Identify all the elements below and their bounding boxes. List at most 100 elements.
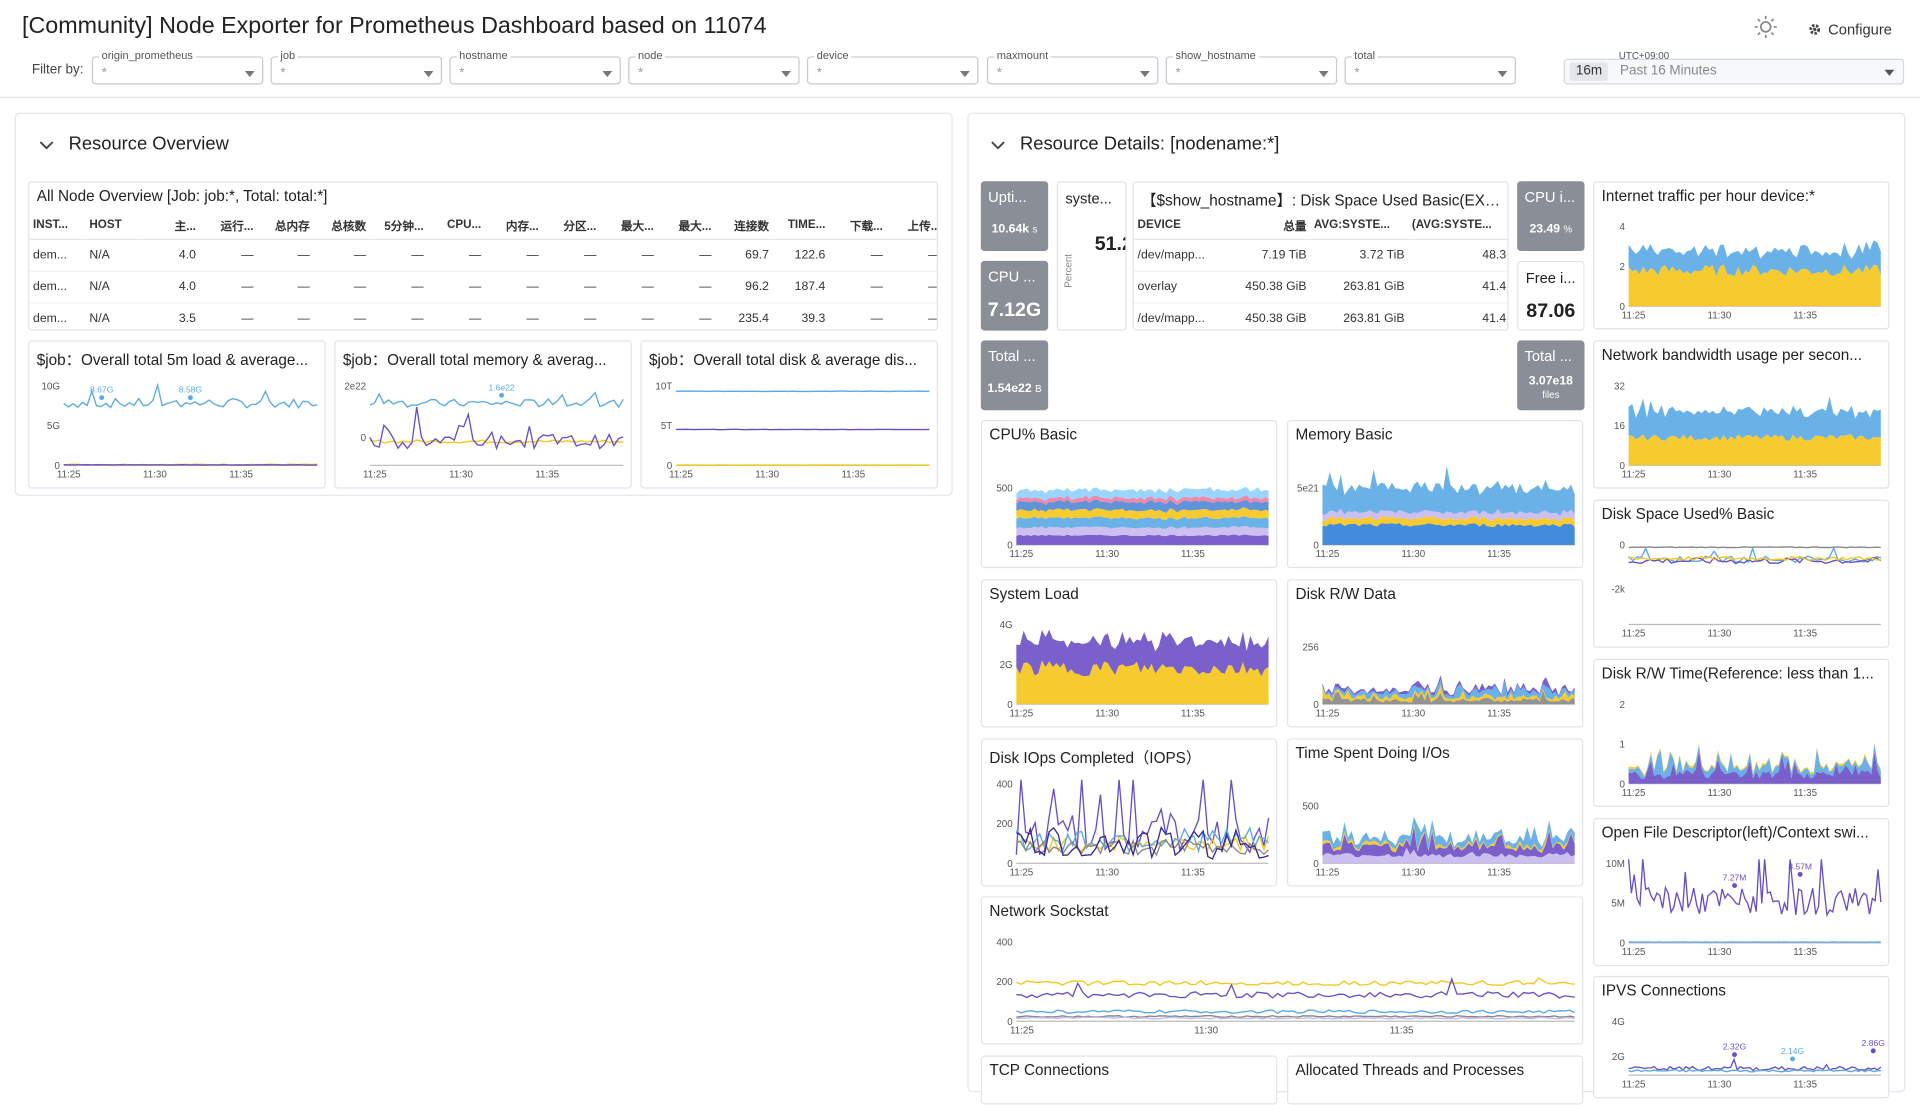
x-tick-label: 11:25 — [1316, 708, 1340, 719]
column-header[interactable]: 总核数 — [313, 212, 369, 239]
chevron-down-icon[interactable] — [38, 137, 55, 154]
column-header[interactable]: 运行... — [200, 212, 258, 239]
filter-label: hostname — [457, 49, 510, 61]
table-cell: 263.81 GiB — [1310, 302, 1408, 330]
time-zone-label: UTC+09:00 — [1619, 50, 1669, 61]
table-cell: 48.3 — [1408, 239, 1508, 271]
configure-button[interactable]: Configure — [1807, 17, 1892, 41]
chart-panel-left-1[interactable]: $job：Overall total 5m load & average...1… — [28, 340, 326, 488]
column-header[interactable]: 下载... — [829, 212, 887, 239]
column-header[interactable]: 连接数 — [715, 212, 773, 239]
stat-system-gauge[interactable]: syste... 51.2 Percent — [1057, 181, 1127, 330]
table-cell: /dev/mapp... — [1134, 302, 1232, 330]
y-tick-label: 2e22 — [344, 381, 366, 392]
column-header[interactable]: 5分钟... — [370, 212, 428, 239]
column-header[interactable]: 总内存 — [257, 212, 313, 239]
column-header[interactable]: AVG:SYSTE... — [1310, 212, 1408, 239]
filter-node[interactable]: node* — [628, 54, 799, 85]
table-cell: 4.0 — [141, 239, 200, 271]
x-tick-label: 11:25 — [1009, 549, 1033, 560]
stat-cpu-iowait[interactable]: CPU i... 23.49 % — [1517, 181, 1584, 251]
stat-cpu-cores[interactable]: CPU ... 7.12G — [981, 261, 1048, 331]
column-header[interactable]: 总量 — [1232, 212, 1310, 239]
data-point-marker — [188, 395, 193, 400]
chart-panel-tcp-connections[interactable]: TCP Connections — [981, 1056, 1277, 1105]
stat-free-inodes[interactable]: Free i... 87.06 — [1517, 261, 1584, 331]
table-row[interactable]: dem...N/A3.5—————————235.439.3—— — [29, 302, 938, 330]
x-tick-label: 11:25 — [1010, 1025, 1034, 1036]
filter-hostname[interactable]: hostname* — [449, 54, 620, 85]
column-header[interactable]: 分区... — [542, 212, 600, 239]
column-header[interactable]: 最大... — [658, 212, 716, 239]
stat-total-memory[interactable]: Total ... 1.54e22 B — [981, 340, 1048, 410]
series-area — [1016, 535, 1268, 545]
x-tick-label: 11:30 — [1708, 788, 1732, 799]
table-cell: — — [427, 302, 485, 330]
filter-show-hostname[interactable]: show_hostname* — [1166, 54, 1337, 85]
column-header[interactable]: DEVICE — [1134, 212, 1232, 239]
x-tick-label: 11:25 — [1622, 788, 1646, 799]
y-tick-label: 2 — [1619, 700, 1624, 711]
table-cell: — — [313, 239, 369, 271]
time-range-picker[interactable]: 16m Past 16 Minutes — [1564, 54, 1904, 85]
x-tick-label: 11:35 — [1793, 1079, 1817, 1090]
filter-job[interactable]: job* — [271, 54, 442, 85]
series-line — [370, 393, 623, 407]
filter-origin-prometheus[interactable]: origin_prometheus* — [92, 54, 263, 85]
chevron-down-icon[interactable] — [989, 137, 1006, 154]
chart-panel-open-fd[interactable]: Open File Descriptor(left)/Context swi..… — [1593, 818, 1889, 966]
chart-panel-left-3[interactable]: $job：Overall total disk & average dis...… — [640, 340, 938, 488]
stat-title: CPU i... — [1525, 189, 1576, 206]
column-header[interactable]: 主... — [141, 212, 200, 239]
time-range-box[interactable]: 16m Past 16 Minutes — [1564, 59, 1904, 85]
table-cell: — — [427, 239, 485, 271]
table-cell: dem... — [29, 302, 85, 330]
column-header[interactable]: CPU... — [427, 212, 485, 239]
chart-panel-disk-rw-time[interactable]: Disk R/W Time(Reference: less than 1...2… — [1593, 659, 1889, 807]
x-tick-label: 11:35 — [229, 470, 253, 481]
stat-uptime[interactable]: Upti... 10.64k s — [981, 181, 1048, 251]
chevron-down-icon — [602, 71, 612, 77]
x-tick-label: 11:25 — [1622, 470, 1646, 481]
theme-toggle-button[interactable] — [1753, 15, 1777, 39]
column-header[interactable]: 上传... — [887, 212, 938, 239]
table-cell: — — [200, 239, 258, 271]
column-header[interactable]: INST... — [29, 212, 85, 239]
chart-panel-allocated-threads[interactable]: Allocated Threads and Processes — [1287, 1056, 1583, 1105]
x-tick-label: 11:35 — [841, 470, 865, 481]
x-tick-label: 11:30 — [755, 470, 779, 481]
column-header[interactable]: 最大... — [600, 212, 658, 239]
table-cell: — — [542, 239, 600, 271]
column-header[interactable]: HOST — [86, 212, 141, 239]
table-cell: — — [370, 271, 428, 303]
x-tick-label: 11:30 — [1708, 629, 1732, 640]
chart-panel-left-2[interactable]: $job：Overall total memory & averag...2e2… — [334, 340, 632, 488]
x-tick-label: 11:35 — [1181, 708, 1205, 719]
filter-total[interactable]: total* — [1345, 54, 1516, 85]
filter-maxmount[interactable]: maxmount* — [987, 54, 1158, 85]
filter-label: device — [814, 49, 851, 61]
column-header[interactable]: 内存... — [485, 212, 543, 239]
column-header[interactable]: (AVG:SYSTE... — [1408, 212, 1508, 239]
filter-device[interactable]: device* — [807, 54, 978, 85]
column-header[interactable]: TIME... — [773, 212, 829, 239]
